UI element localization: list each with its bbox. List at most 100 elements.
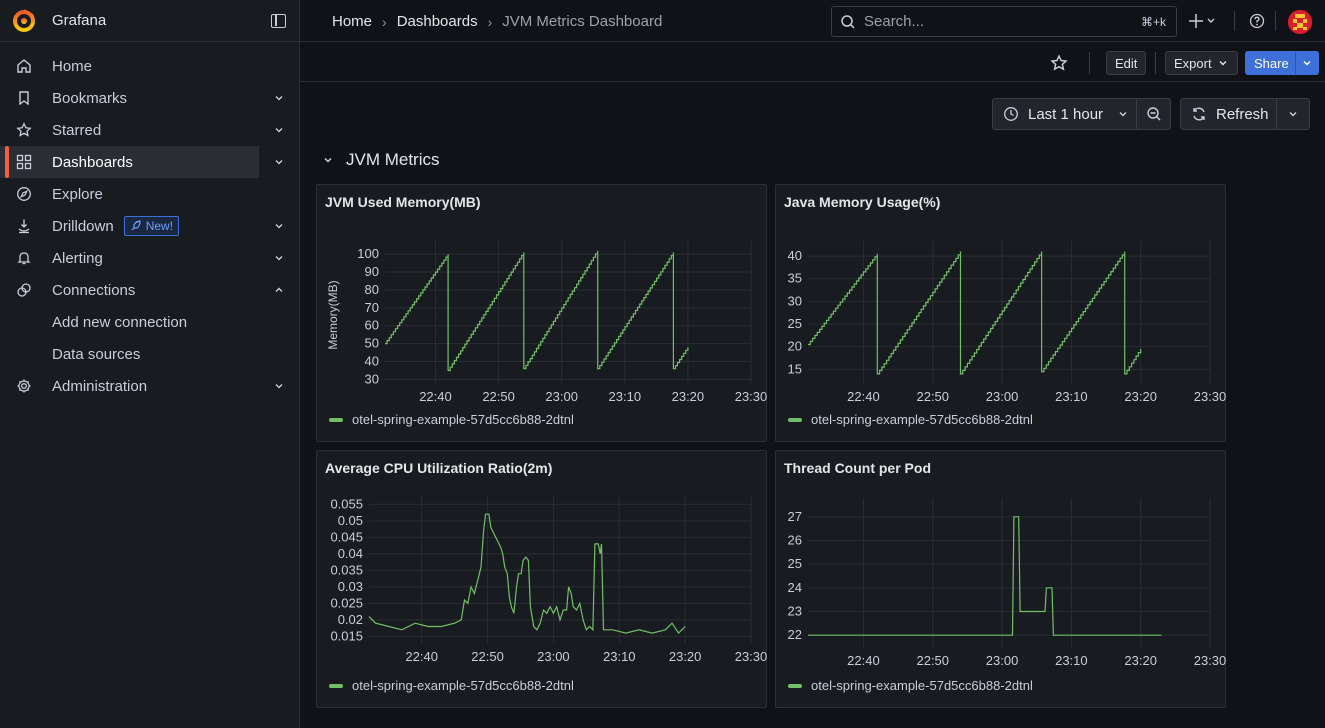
add-new-icon[interactable] — [1188, 12, 1216, 30]
divider — [1275, 11, 1276, 31]
sidebar-header: Grafana — [0, 0, 299, 42]
clock-icon — [1004, 107, 1018, 121]
share-button[interactable]: Share — [1245, 51, 1298, 75]
y-tick-label: 25 — [788, 556, 802, 571]
sync-icon — [1193, 107, 1205, 121]
series-line — [808, 251, 1142, 375]
user-avatar-icon — [1288, 10, 1312, 34]
y-tick-label: 80 — [365, 282, 379, 297]
y-tick-label: 60 — [365, 318, 379, 333]
search-input[interactable]: Search... ⌘+k — [831, 6, 1177, 37]
x-tick-label: 22:50 — [916, 653, 949, 668]
sidebar-subitem-add-new-connection[interactable]: Add new connection — [52, 313, 188, 331]
legend[interactable]: otel-spring-example-57d5cc6b88-2dtnl — [788, 412, 1033, 427]
chevron-down-icon — [1289, 112, 1297, 117]
sidebar: Grafana Home Bookmarks Starred Dashboard… — [0, 0, 300, 728]
sidebar-item-administration[interactable]: Administration — [0, 370, 283, 402]
series-line — [808, 516, 1162, 636]
sidebar-subitem-data-sources[interactable]: Data sources — [52, 345, 141, 363]
x-tick-label: 23:00 — [986, 389, 1019, 404]
help-icon[interactable] — [1249, 13, 1265, 29]
x-tick-label: 23:10 — [1055, 653, 1088, 668]
refresh-button[interactable]: Refresh — [1180, 98, 1277, 130]
app-title: Grafana — [52, 12, 107, 29]
search-shortcut: ⌘+k — [1140, 15, 1166, 29]
y-axis-label: Memory(MB) — [326, 280, 340, 349]
search-placeholder: Search... — [864, 13, 925, 30]
chevron-up-icon[interactable] — [273, 284, 285, 296]
row-header[interactable]: JVM Metrics — [322, 150, 440, 170]
export-button[interactable]: Export — [1165, 51, 1238, 75]
divider — [1155, 52, 1156, 74]
sidebar-item-label: Explore — [52, 185, 103, 203]
zoom-out-button[interactable] — [1136, 98, 1171, 130]
breadcrumb-dashboards[interactable]: Dashboards — [396, 13, 478, 30]
chevron-down-icon[interactable] — [273, 380, 285, 392]
refresh-interval-dropdown[interactable] — [1276, 98, 1310, 130]
breadcrumb-separator: › — [382, 13, 387, 30]
legend[interactable]: otel-spring-example-57d5cc6b88-2dtnl — [329, 678, 574, 693]
panel-java-memory-usage[interactable]: Java Memory Usage(%) 15 20 25 30 35 40 22:40 22… — [775, 184, 1226, 442]
edit-button[interactable]: Edit — [1106, 51, 1147, 75]
legend-swatch — [329, 417, 343, 422]
legend[interactable]: otel-spring-example-57d5cc6b88-2dtnl — [788, 678, 1033, 693]
bookmark-icon — [16, 90, 32, 106]
sidebar-item-connections[interactable]: Connections — [0, 274, 283, 306]
legend-label: otel-spring-example-57d5cc6b88-2dtnl — [811, 412, 1033, 427]
sidebar-item-starred[interactable]: Starred — [0, 114, 283, 146]
sidebar-item-label: Drilldown — [52, 217, 114, 235]
chevron-down-icon — [1303, 61, 1311, 66]
x-tick-label: 23:20 — [1124, 389, 1157, 404]
y-tick-label: 50 — [365, 336, 379, 351]
zoom-out-icon — [1146, 107, 1160, 121]
panel-thread-count-per-pod[interactable]: Thread Count per Pod 22 23 24 25 26 27 22:40 22… — [775, 450, 1226, 708]
dashboard-toolbar: Edit Export Share — [300, 42, 1325, 82]
panel-jvm-used-memory[interactable]: JVM Used Memory(MB) 30 40 50 60 70 80 90 100 22:… — [316, 184, 767, 442]
apps-icon — [16, 154, 32, 170]
x-tick-label: 23:30 — [735, 389, 768, 404]
sidebar-item-explore[interactable]: Explore — [0, 178, 259, 210]
chevron-down-icon[interactable] — [273, 92, 285, 104]
share-dropdown-button[interactable] — [1295, 51, 1319, 75]
row-title: JVM Metrics — [346, 150, 440, 169]
chevron-down-icon[interactable] — [273, 156, 285, 168]
edit-button-label: Edit — [1115, 55, 1138, 71]
star-icon[interactable] — [1050, 54, 1068, 72]
x-tick-label: 23:10 — [1055, 389, 1088, 404]
gear-icon — [16, 378, 32, 394]
sidebar-nav: Home Bookmarks Starred Dashboards Explor… — [0, 42, 299, 402]
y-tick-label: 0.015 — [330, 628, 363, 643]
y-tick-label: 0.045 — [330, 529, 363, 544]
x-tick-label: 22:50 — [482, 389, 515, 404]
x-tick-label: 23:10 — [603, 649, 636, 664]
sidebar-item-dashboards[interactable]: Dashboards — [0, 146, 283, 178]
chevron-down-icon[interactable] — [273, 252, 285, 264]
y-tick-label: 0.035 — [330, 562, 363, 577]
y-tick-label: 25 — [788, 316, 802, 331]
sidebar-item-alerting[interactable]: Alerting — [0, 242, 283, 274]
panel-title: Java Memory Usage(%) — [784, 194, 941, 210]
dock-menu-icon[interactable] — [271, 14, 286, 28]
share-button-label: Share — [1254, 55, 1289, 71]
y-tick-label: 0.05 — [338, 513, 363, 528]
chevron-down-icon[interactable] — [322, 154, 334, 166]
sidebar-item-home[interactable]: Home — [0, 50, 259, 82]
sidebar-item-label: Administration — [52, 377, 148, 395]
chevron-down-icon[interactable] — [273, 220, 285, 232]
y-tick-label: 70 — [365, 300, 379, 315]
legend[interactable]: otel-spring-example-57d5cc6b88-2dtnl — [329, 412, 574, 427]
panel-title: JVM Used Memory(MB) — [325, 194, 481, 210]
sidebar-item-bookmarks[interactable]: Bookmarks — [0, 82, 283, 114]
x-tick-label: 23:30 — [1194, 389, 1227, 404]
breadcrumb-home[interactable]: Home — [332, 13, 373, 30]
y-tick-label: 30 — [788, 293, 802, 308]
time-range-picker[interactable]: Last 1 hour — [992, 98, 1137, 130]
sidebar-item-drilldown[interactable]: Drilldown New! — [0, 210, 283, 242]
panel-title: Thread Count per Pod — [784, 460, 931, 476]
sidebar-item-label: Alerting — [52, 249, 103, 267]
grafana-logo-icon[interactable] — [12, 8, 36, 33]
legend-label: otel-spring-example-57d5cc6b88-2dtnl — [352, 678, 574, 693]
chevron-down-icon[interactable] — [273, 124, 285, 136]
avatar[interactable] — [1288, 10, 1312, 34]
panel-average-cpu-utilization[interactable]: Average CPU Utilization Ratio(2m) 0.015 0… — [316, 450, 767, 708]
